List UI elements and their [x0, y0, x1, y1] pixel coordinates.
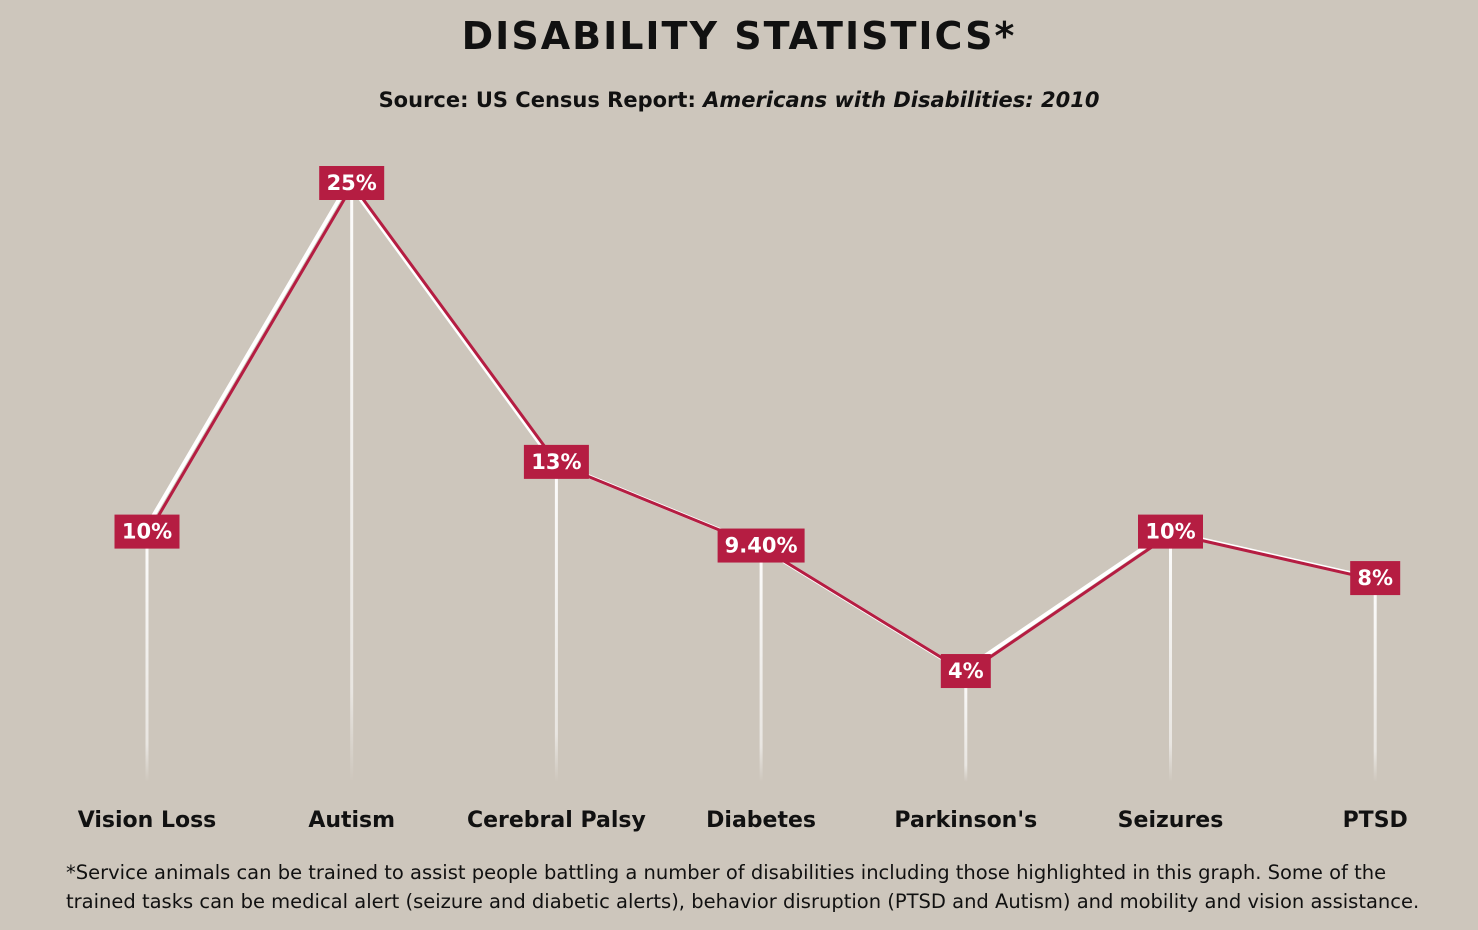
data-label-box [717, 528, 805, 563]
x-tick-label: Seizures [1118, 808, 1224, 833]
drop-line [1169, 531, 1172, 782]
data-label: 25% [319, 166, 385, 200]
series-segment [146, 183, 355, 536]
data-label: 13% [523, 444, 589, 479]
data-label-box [1138, 514, 1203, 549]
data-label: 4% [940, 654, 991, 689]
series-segment-highlight [960, 529, 1170, 674]
chart-subtitle: Source: US Census Report: Americans with… [0, 88, 1478, 112]
drop-line [1373, 578, 1377, 782]
data-label-box [1350, 561, 1401, 596]
drop-line [554, 461, 558, 782]
data-label-text: 4% [948, 659, 984, 683]
x-tick-label: Autism [308, 808, 395, 833]
data-label-text: 10% [1145, 520, 1195, 544]
x-tick-label: PTSD [1343, 808, 1408, 833]
data-label-text: 10% [122, 520, 172, 544]
data-labels: 10% 25% 13% 9.40% 4% 10% 8% [114, 166, 1401, 689]
footnote: *Service animals can be trained to assis… [66, 861, 1420, 913]
drop-line [145, 531, 149, 782]
data-label-text: 25% [327, 171, 377, 195]
data-label: 10% [1138, 514, 1203, 549]
series-segment-highlight [346, 181, 556, 464]
drop-line [759, 545, 763, 782]
x-tick-label: Diabetes [706, 808, 816, 833]
series-segment [351, 183, 559, 466]
data-label: 9.40% [717, 528, 805, 563]
x-tick-label: Vision Loss [78, 808, 217, 833]
data-label: 10% [114, 514, 180, 549]
line-chart: 10% 25% 13% 9.40% 4% 10% 8% Vision Loss Autism C… [78, 166, 1408, 833]
series-segment [965, 532, 1173, 675]
series-segment [760, 546, 969, 675]
subtitle-report-name: Americans with Disabilities: 2010 [703, 88, 1100, 112]
drop-line [350, 183, 354, 782]
data-label-box [523, 444, 589, 479]
data-label-text: 13% [531, 450, 581, 474]
subtitle-source: Source: US Census Report: [378, 88, 704, 112]
x-tick-label: Cerebral Palsy [467, 808, 646, 833]
series-segment-highlight [142, 181, 351, 534]
series-segment [1170, 532, 1378, 582]
x-tick-label: Parkinson's [894, 808, 1037, 833]
data-label-box [114, 514, 180, 549]
x-axis-labels: Vision Loss Autism Cerebral Palsy Diabetes P… [78, 808, 1408, 833]
data-label: 8% [1350, 561, 1401, 596]
data-label-box [319, 166, 385, 200]
drop-lines [145, 183, 1377, 782]
data-label-text: 8% [1357, 566, 1393, 590]
drop-line [964, 671, 968, 782]
chart-title: DISABILITY STATISTICS* [461, 14, 1017, 58]
data-label-box [940, 654, 991, 689]
data-label-text: 9.40% [725, 534, 798, 558]
